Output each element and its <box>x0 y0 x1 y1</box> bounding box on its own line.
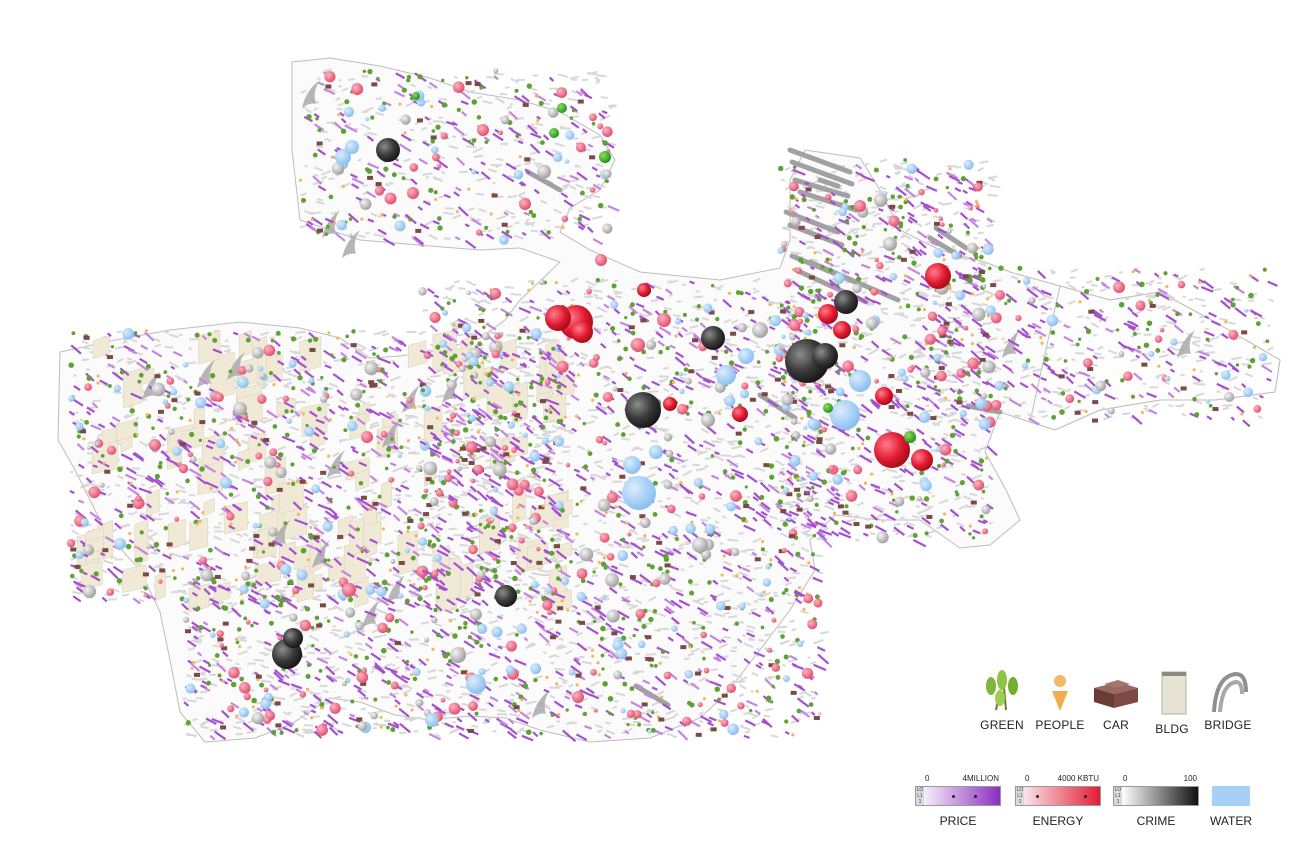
legend-label-car: CAR <box>1103 718 1129 732</box>
bridge-icon <box>1212 671 1248 712</box>
price-max: 4MILLION <box>962 774 999 783</box>
crime-min: 0 <box>1123 774 1128 783</box>
energy-scale: 0 4000 KBTU LO L1 1 ENERGY <box>1015 774 1101 828</box>
crime-scale: 0 100 LO L1 1 CRIME <box>1113 774 1199 828</box>
crime-scale-label: CRIME <box>1136 814 1176 828</box>
people-icon <box>1052 675 1068 711</box>
green-icon <box>986 670 1018 711</box>
data-spheres <box>149 92 1005 727</box>
price-gradient-bar: LO L1 1 <box>915 786 1001 806</box>
building-icon <box>1161 671 1187 715</box>
water-label: WATER <box>1210 814 1252 828</box>
legend-label-people: PEOPLE <box>1035 718 1085 732</box>
legend-item-car: CAR <box>1084 668 1148 732</box>
energy-scale-label: ENERGY <box>1032 814 1084 828</box>
legend-label-building: BLDG <box>1155 722 1189 736</box>
water-swatch <box>1212 786 1250 806</box>
car-icon <box>1094 680 1138 708</box>
legend-item-building: BLDG <box>1140 668 1204 736</box>
energy-gradient-bar: LO L1 1 <box>1015 786 1101 806</box>
legend-item-green: GREEN <box>970 668 1034 732</box>
price-scale: 0 4MILLION LO L1 1 PRICE <box>915 774 1001 828</box>
energy-max: 4000 KBTU <box>1057 774 1099 783</box>
legend-item-bridge: BRIDGE <box>1196 668 1260 732</box>
bridge-glyphs <box>525 147 1003 708</box>
icon-legend: GREEN PEOPLE CAR BLDG BRIDGE <box>970 668 1270 758</box>
crime-max: 100 <box>1183 774 1197 783</box>
price-scale-label: PRICE <box>939 814 977 828</box>
legend-label-green: GREEN <box>980 718 1024 732</box>
price-min: 0 <box>925 774 930 783</box>
legend-label-bridge: BRIDGE <box>1204 718 1252 732</box>
crime-gradient-bar: LO L1 1 <box>1113 786 1199 806</box>
energy-min: 0 <box>1025 774 1030 783</box>
legend-item-people: PEOPLE <box>1028 668 1092 732</box>
